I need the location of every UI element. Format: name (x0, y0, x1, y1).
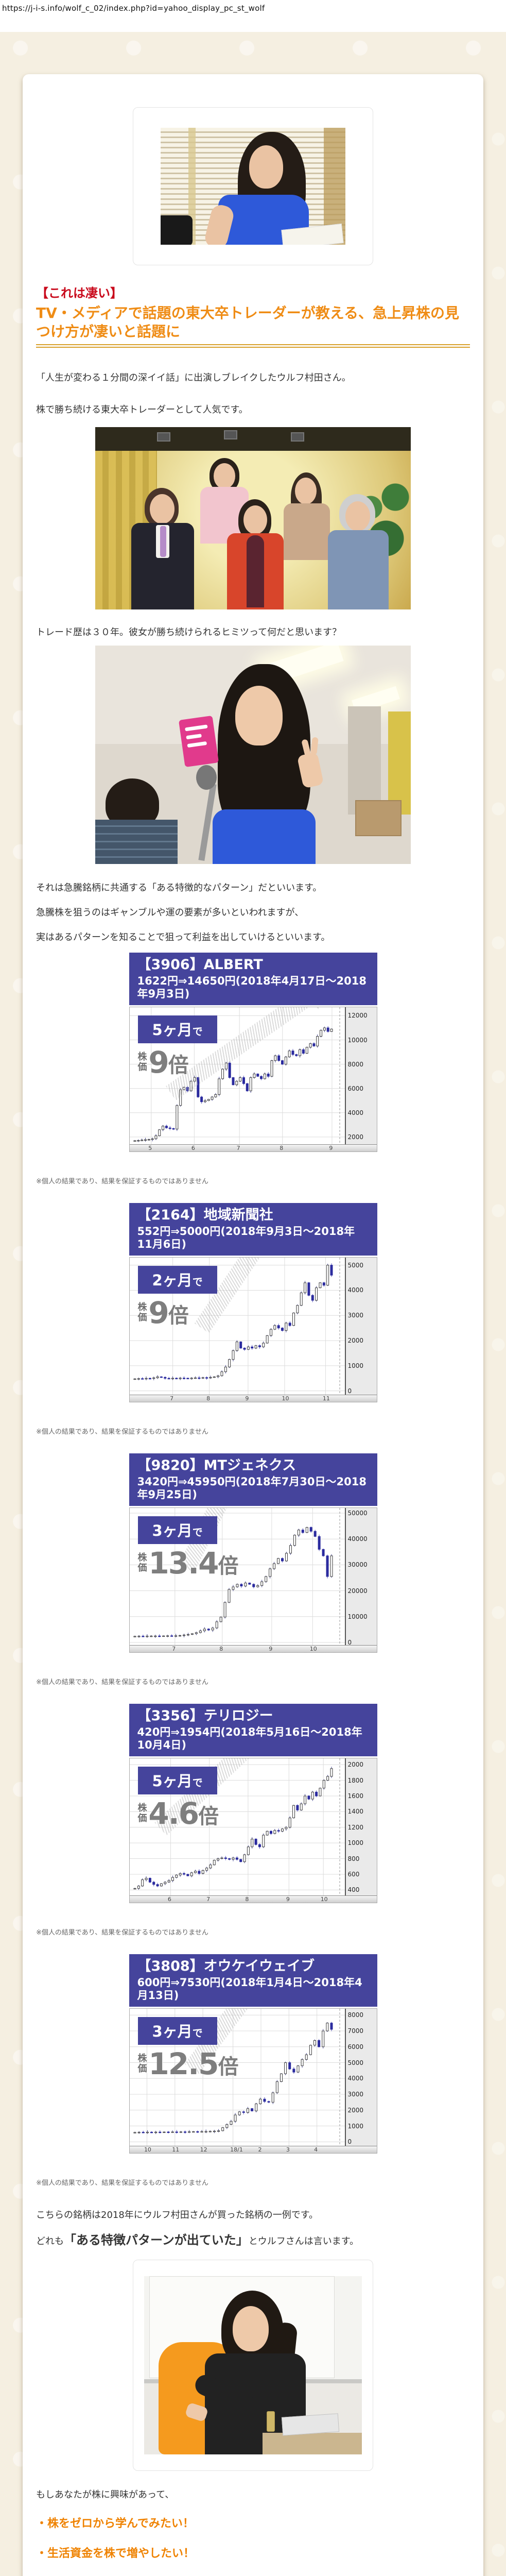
result-disclaimer: ※個人の結果であり、結果を保証するものではありません (36, 1679, 208, 1686)
candlestick-plot (129, 1007, 345, 1144)
month-axis: 6 7 8 9 10 (129, 1895, 377, 1903)
stock-price-range: 552円⇒5000円(2018年9月3日～2018年11月6日) (137, 1225, 355, 1250)
stock-card: 【3906】ALBERT 1622円⇒14650円(2018年4月17日～201… (36, 953, 470, 1185)
candlestick-plot (129, 1508, 345, 1645)
stock-card: 【9820】MTジェネクス 3420円⇒45950円(2018年7月30日～20… (36, 1453, 470, 1686)
candlestick-plot (129, 1258, 345, 1395)
interview-photo (161, 128, 345, 245)
stock-cards: 【3906】ALBERT 1622円⇒14650円(2018年4月17日～201… (36, 953, 470, 2187)
benefit-bullet: ・生活資金を株で増やしたい！ (36, 2547, 195, 2560)
paragraph: 実はあるパターンを知ることで狙って利益を出していけるといいます。 (36, 932, 330, 943)
multiplier-label: 株価 9 倍 (137, 1295, 189, 1330)
paragraph: 「人生が変わる１分間の深イイ話」に出演しブレイクしたウルフ村田さん。 (36, 372, 351, 383)
stock-card: 【3356】テリロジー 420円⇒1954円(2018年5月16日～2018年1… (36, 1704, 470, 1937)
price-axis: 0 1000 2000 3000 4000 5000 6000 7000 8000 (344, 2009, 377, 2146)
price-axis: 400 600 800 1000 1200 1400 1600 1800 2000 (344, 1758, 377, 1895)
stock-card: 【2164】地域新聞社 552円⇒5000円(2018年9月3日～2018年11… (36, 1203, 470, 1436)
hero-label: 【これは凄い】 (36, 286, 123, 300)
stock-header: 【2164】地域新聞社 552円⇒5000円(2018年9月3日～2018年11… (129, 1203, 377, 1256)
backstage-photo (95, 646, 411, 864)
period-badge: 3ヶ月で (137, 1516, 217, 1544)
paragraph: トレード歴は３０年。彼女が勝ち続けられるヒミツって何だと思います？ (36, 627, 342, 638)
stock-header: 【9820】MTジェネクス 3420円⇒45950円(2018年7月30日～20… (129, 1453, 377, 1506)
page-background: 【これは凄い】 TV・メディアで話題の東大卒トレーダーが教える、急上昇株の見つけ… (0, 32, 506, 2576)
stock-price-range: 600円⇒7530円(2018年1月4日～2018年4月13日) (137, 1976, 362, 2002)
stock-title: 【3906】ALBERT (137, 957, 263, 973)
stock-title: 【3808】オウケイウェイブ (137, 1958, 315, 1974)
paragraph: どれも「ある特徴パターンが出ていた」とウルフさんは言います。 (36, 2233, 359, 2247)
emphasis-text: 「ある特徴パターンが出ていた」 (64, 2233, 249, 2247)
price-axis: 0 10000 20000 30000 40000 50000 (344, 1508, 377, 1646)
month-axis: 10 11 12 18/1 2 3 4 (129, 2146, 377, 2153)
stock-title: 【9820】MTジェネクス (137, 1458, 296, 1473)
gold-divider (36, 344, 470, 348)
stock-header: 【3808】オウケイウェイブ 600円⇒7530円(2018年1月4日～2018… (129, 1954, 377, 2007)
paragraph: もしあなたが株に興味があって、 (36, 2489, 175, 2500)
screenshot-url-header: https://j-i-s.info/wolf_c_02/index.php?i… (0, 0, 506, 32)
stock-chart: 0 10000 20000 30000 40000 50000 7 8 9 10 3ヶ月で 株価… (129, 1507, 377, 1653)
stock-price-range: 1622円⇒14650円(2018年4月17日～2018年9月3日) (137, 975, 367, 1000)
stock-title: 【3356】テリロジー (137, 1708, 273, 1724)
multiplier-label: 株価 4.6 倍 (137, 1796, 219, 1831)
seminar-photo-frame (133, 2260, 373, 2471)
stock-header: 【3906】ALBERT 1622円⇒14650円(2018年4月17日～201… (129, 953, 377, 1005)
stock-chart: 0 1000 2000 3000 4000 5000 6000 7000 8000 10 11 12… (129, 2008, 377, 2154)
seminar-photo (144, 2276, 362, 2454)
tv-show-photo (95, 427, 411, 609)
stock-price-range: 3420円⇒45950円(2018年7月30日～2018年9月25日) (137, 1476, 367, 1501)
url-text: https://j-i-s.info/wolf_c_02/index.php?i… (2, 4, 265, 13)
price-axis: 0 1000 2000 3000 4000 5000 (344, 1258, 377, 1395)
result-disclaimer: ※個人の結果であり、結果を保証するものではありません (36, 1428, 208, 1436)
paragraph: 株で勝ち続ける東大卒トレーダーとして人気です。 (36, 404, 248, 415)
stock-card: 【3808】オウケイウェイブ 600円⇒7530円(2018年1月4日～2018… (36, 1954, 470, 2187)
multiplier-label: 株価 12.5 倍 (137, 2046, 239, 2081)
page-title: TV・メディアで話題の東大卒トレーダーが教える、急上昇株の見つけ方が凄いと話題に (36, 304, 459, 340)
multiplier-label: 株価 9 倍 (137, 1045, 189, 1080)
stock-header: 【3356】テリロジー 420円⇒1954円(2018年5月16日～2018年1… (129, 1704, 377, 1756)
paragraph: こちらの銘柄は2018年にウルフ村田さんが買った銘柄の一例です。 (36, 2210, 319, 2221)
content-card: 【これは凄い】 TV・メディアで話題の東大卒トレーダーが教える、急上昇株の見つけ… (23, 74, 483, 2576)
benefit-bullet: ・株をゼロから学んでみたい！ (36, 2517, 194, 2530)
period-badge: 3ヶ月で (137, 2017, 217, 2045)
period-badge: 5ヶ月で (137, 1767, 217, 1794)
month-axis: 7 8 9 10 (129, 1645, 377, 1652)
stock-chart: 400 600 800 1000 1200 1400 1600 1800 2000 6 7 8 9 10… (129, 1758, 377, 1903)
paragraph: それは急騰銘柄に共通する「ある特徴的なパターン」だといいます。 (36, 883, 322, 893)
result-disclaimer: ※個人の結果であり、結果を保証するものではありません (36, 2179, 208, 2187)
portrait-photo-frame (133, 107, 373, 265)
result-disclaimer: ※個人の結果であり、結果を保証するものではありません (36, 1178, 208, 1185)
month-axis: 7 8 9 10 11 (129, 1395, 377, 1402)
stock-title: 【2164】地域新聞社 (137, 1207, 273, 1223)
period-badge: 5ヶ月で (137, 1015, 217, 1043)
multiplier-label: 株価 13.4 倍 (137, 1546, 239, 1581)
period-badge: 2ヶ月で (137, 1266, 217, 1294)
result-disclaimer: ※個人の結果であり、結果を保証するものではありません (36, 1929, 208, 1937)
mic-flag (178, 715, 219, 768)
price-axis: 2000 4000 6000 8000 10000 12000 (344, 1007, 377, 1144)
paragraph: 急騰株を狙うのはギャンブルや運の要素が多いといわれますが、 (36, 907, 304, 918)
stock-price-range: 420円⇒1954円(2018年5月16日～2018年10月4日) (137, 1726, 362, 1751)
stock-chart: 0 1000 2000 3000 4000 5000 7 8 9 10 11 2ヶ月で 株価 9 倍 (129, 1257, 377, 1402)
